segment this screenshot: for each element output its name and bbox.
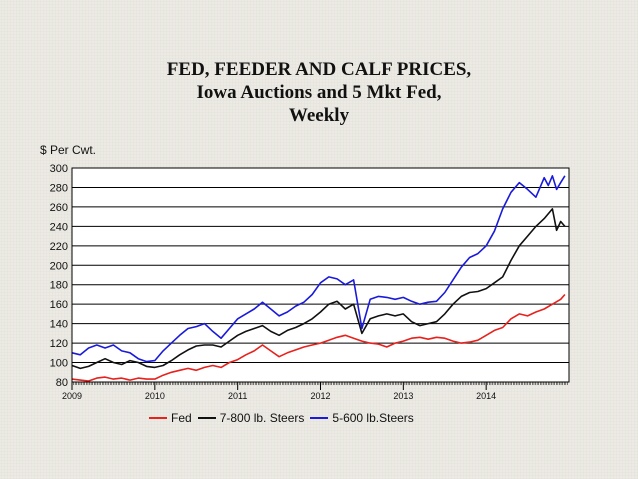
y-tick-label-100: 100 [50,358,68,370]
y-tick-label-160: 160 [50,299,68,311]
y-tick-label-300: 300 [50,163,68,175]
legend-swatch-fed [149,417,167,419]
legend-label-fed: Fed [171,411,192,425]
legend-swatch-5-600-steers [310,417,329,419]
plot-area [72,168,569,382]
plot-frame [71,167,570,383]
title-line-2: Iowa Auctions and 5 Mkt Fed, [196,82,442,103]
legend-item-5-600-steers: 5-600 lb.Steers [310,411,414,425]
x-tick-label-2009: 2009 [62,391,82,401]
legend: Fed 7-800 lb. Steers 5-600 lb.Steers [149,411,420,425]
y-tick-label-120: 120 [50,338,68,350]
x-tick-label-2010: 2010 [145,391,165,401]
series-line-3 [71,175,566,363]
y-tick-label-180: 180 [50,280,68,292]
title-line-1: FED, FEEDER AND CALF PRICES, [166,59,472,80]
y-tick-label-80: 80 [56,377,68,389]
x-tick-label-2012: 2012 [310,391,330,401]
title-line-3: Weekly [288,105,350,126]
series-line-1 [71,293,566,382]
legend-label-7-800-steers: 7-800 lb. Steers [219,411,305,425]
legend-label-5-600-steers: 5-600 lb.Steers [332,411,414,425]
y-tick-label-200: 200 [50,260,68,272]
legend-item-fed: Fed [149,411,192,425]
series-line-2 [71,208,566,370]
y-tick-label-240: 240 [50,221,68,233]
legend-swatch-7-800-steers [197,417,216,419]
chart-title: FED, FEEDER AND CALF PRICES, Iowa Auctio… [0,58,638,127]
x-tick-label-2013: 2013 [393,391,413,401]
y-tick-label-260: 260 [50,202,68,214]
y-tick-label-220: 220 [50,241,68,253]
y-tick-label-280: 280 [50,182,68,194]
y-axis-label: $ Per Cwt. [40,143,97,157]
legend-item-7-800-steers: 7-800 lb. Steers [197,411,305,425]
x-tick-label-2014: 2014 [476,391,496,401]
y-tick-label-140: 140 [50,319,68,331]
x-tick-label-2011: 2011 [228,391,247,401]
